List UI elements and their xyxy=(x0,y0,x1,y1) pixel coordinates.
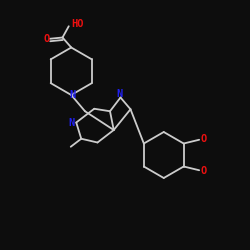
Text: N: N xyxy=(70,90,75,100)
Text: O: O xyxy=(200,166,207,176)
Text: HO: HO xyxy=(71,19,83,29)
Text: N: N xyxy=(116,89,122,99)
Text: O: O xyxy=(200,134,207,143)
Text: O: O xyxy=(43,34,50,44)
Text: N: N xyxy=(68,118,75,128)
